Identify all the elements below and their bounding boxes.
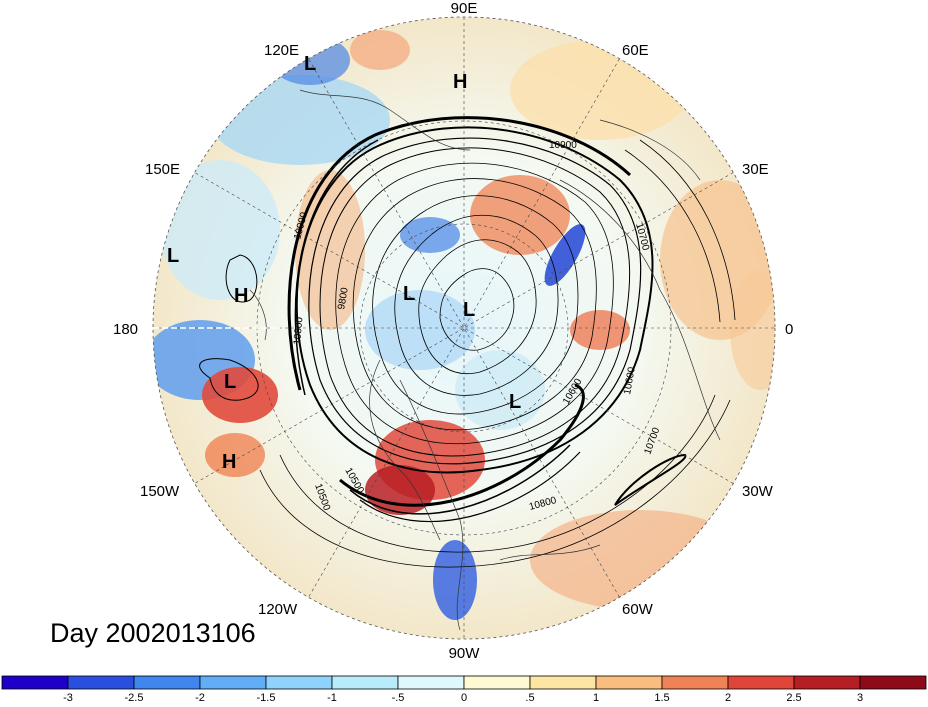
pressure-center-marker: H xyxy=(234,285,248,307)
colorbar-swatch xyxy=(859,675,927,690)
pressure-center-marker: L xyxy=(224,371,236,393)
colorbar-swatch xyxy=(133,675,201,690)
pressure-center-marker: H xyxy=(453,71,467,93)
longitude-labels: 90E 60E 30E 0 30W 60W 90W 120W 150W 180 … xyxy=(113,0,793,662)
day-label: Day 2002013106 xyxy=(50,618,256,648)
colorbar-tick-label: 1.5 xyxy=(654,692,669,702)
colorbar-tick-label: 2 xyxy=(725,692,731,702)
colorbar-swatch xyxy=(595,675,663,690)
colorbar-swatch xyxy=(661,675,729,690)
colorbar-tick-label: 0 xyxy=(461,692,467,702)
colorbar-swatch xyxy=(727,675,795,690)
colorbar-swatch xyxy=(199,675,267,690)
colorbar-tick-label: -3 xyxy=(63,692,73,702)
colorbar-swatch xyxy=(397,675,465,690)
colorbar-tick-label: -1 xyxy=(327,692,337,702)
lon-label-30e: 30E xyxy=(742,161,769,178)
colorbar-swatch xyxy=(331,675,399,690)
contour-label: 10600 xyxy=(622,366,638,396)
lon-label-90w: 90W xyxy=(449,645,481,662)
map-boundary xyxy=(152,16,776,640)
pressure-center-marker: H xyxy=(222,451,236,473)
height-contours xyxy=(199,116,736,568)
pressure-center-marker: L xyxy=(167,245,179,267)
anomaly-shading xyxy=(153,17,775,639)
colorbar-tick-label: 1 xyxy=(593,692,599,702)
colorbar-swatch xyxy=(67,675,135,690)
colorbar-tick-label: -1.5 xyxy=(257,692,276,702)
colorbar-tick-label: -.5 xyxy=(392,692,405,702)
lon-label-150w: 150W xyxy=(140,483,180,500)
contour-label: 9800 xyxy=(336,286,351,310)
colorbar-tick-label: -2.5 xyxy=(125,692,144,702)
colorbar-swatch xyxy=(1,675,69,690)
pressure-centers: L H L H L H L L L L xyxy=(167,53,521,473)
colorbar-swatch xyxy=(463,675,531,690)
lon-label-60w: 60W xyxy=(622,601,654,618)
pressure-center-marker: L xyxy=(509,391,521,413)
pressure-center-marker: L xyxy=(304,53,316,75)
pressure-center-marker: L xyxy=(463,299,475,321)
lon-label-120e: 120E xyxy=(264,42,299,59)
colorbar-tick-label: -2 xyxy=(195,692,205,702)
lon-label-30w: 30W xyxy=(742,483,774,500)
lon-label-90e: 90E xyxy=(451,0,478,17)
lon-label-120w: 120W xyxy=(258,601,298,618)
colorbar-tick-label: 3 xyxy=(857,692,863,702)
contour-label: 10900 xyxy=(549,140,577,151)
colorbar-tick-label: .5 xyxy=(525,692,534,702)
colorbar-tick-label: 2.5 xyxy=(786,692,801,702)
colorbar-swatch xyxy=(529,675,597,690)
lon-label-60e: 60E xyxy=(622,42,649,59)
lon-label-150e: 150E xyxy=(145,161,180,178)
pressure-center-marker: L xyxy=(403,283,415,305)
colorbar: -3 -2.5 -2 -1.5 -1 -.5 0 .5 1 1.5 2 2.5 3 xyxy=(1,675,927,704)
contour-label: 10800 xyxy=(292,316,305,345)
lon-label-0: 0 xyxy=(785,321,793,338)
coastlines xyxy=(249,89,721,631)
colorbar-swatch xyxy=(265,675,333,690)
colorbar-swatch xyxy=(793,675,861,690)
lon-label-180: 180 xyxy=(113,321,138,338)
